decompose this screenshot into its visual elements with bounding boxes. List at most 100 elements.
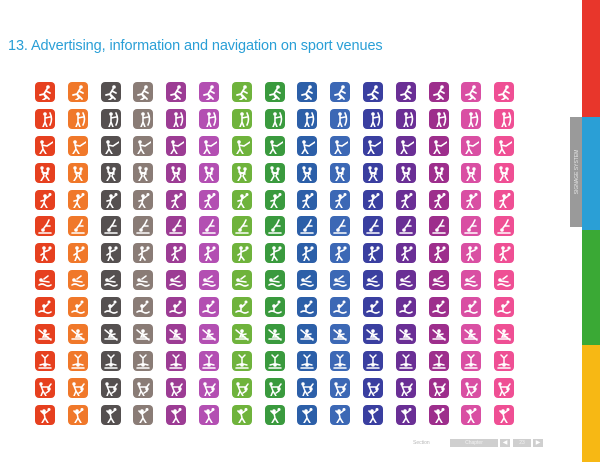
fencing-icon xyxy=(367,139,381,154)
wrestling-pictogram xyxy=(461,162,482,183)
athletics-pictogram xyxy=(395,82,416,102)
volleyball-icon xyxy=(335,407,346,423)
athletics-icon xyxy=(235,85,248,100)
athletics-pictogram xyxy=(35,82,55,102)
rowing-pictogram xyxy=(395,324,416,345)
judo-icon xyxy=(268,382,282,396)
rowing-pictogram xyxy=(494,324,515,345)
wrestling-pictogram xyxy=(231,162,252,183)
athletics-icon xyxy=(137,85,150,100)
basketball-icon xyxy=(269,246,282,262)
volleyball-icon xyxy=(466,407,477,423)
swimming-pictogram xyxy=(494,270,515,291)
fencing-pictogram xyxy=(461,135,482,156)
water-polo-pictogram xyxy=(264,297,285,318)
basketball-pictogram xyxy=(264,243,285,264)
diving-icon xyxy=(38,219,52,235)
gymnastics-icon xyxy=(497,354,511,369)
judo-pictogram xyxy=(100,377,121,398)
diving-icon xyxy=(497,219,511,235)
swimming-icon xyxy=(497,275,511,288)
rowing-pictogram xyxy=(133,324,154,345)
next-page-button[interactable]: ▶ xyxy=(533,439,543,447)
judo-pictogram xyxy=(330,377,351,398)
gymnastics-pictogram xyxy=(231,350,252,371)
gymnastics-icon xyxy=(71,354,85,369)
swimming-icon xyxy=(464,275,479,288)
diving-icon xyxy=(136,219,151,235)
archery-pictogram xyxy=(264,108,285,129)
handball-pictogram xyxy=(297,189,318,210)
fencing-pictogram xyxy=(494,135,515,156)
fencing-icon xyxy=(104,139,119,154)
rowing-pictogram xyxy=(166,324,187,345)
basketball-icon xyxy=(72,246,85,262)
fencing-pictogram xyxy=(198,135,219,156)
diving-icon xyxy=(234,219,249,235)
volleyball-icon xyxy=(138,407,149,423)
fencing-icon xyxy=(301,139,316,154)
gymnastics-pictogram xyxy=(362,350,383,371)
footer-chapter-label[interactable]: Chapter xyxy=(450,439,498,447)
judo-icon xyxy=(301,382,315,396)
handball-pictogram xyxy=(67,189,88,210)
wrestling-icon xyxy=(138,165,149,181)
archery-pictogram xyxy=(330,108,351,129)
fencing-pictogram xyxy=(67,135,88,156)
rowing-pictogram xyxy=(297,324,318,345)
gymnastics-icon xyxy=(431,354,446,369)
archery-icon xyxy=(140,112,151,127)
water-polo-icon xyxy=(38,300,52,314)
gymnastics-icon xyxy=(103,354,118,369)
swimming-icon xyxy=(333,275,347,288)
rowing-pictogram xyxy=(67,324,88,345)
swimming-pictogram xyxy=(35,270,55,291)
basketball-pictogram xyxy=(198,243,219,264)
archery-pictogram xyxy=(428,108,449,129)
gymnastics-icon xyxy=(38,354,52,369)
water-polo-pictogram xyxy=(166,297,187,318)
handball-pictogram xyxy=(264,189,285,210)
handball-pictogram xyxy=(231,189,252,210)
gymnastics-pictogram xyxy=(198,350,219,371)
gymnastics-pictogram xyxy=(428,350,449,371)
handball-icon xyxy=(138,192,150,208)
fencing-pictogram xyxy=(35,135,55,156)
water-polo-pictogram xyxy=(67,297,88,318)
judo-icon xyxy=(367,382,380,396)
side-tab[interactable]: SIGNAGE SYSTEM xyxy=(570,117,584,227)
athletics-icon xyxy=(334,85,347,100)
handball-pictogram xyxy=(395,189,416,210)
judo-pictogram xyxy=(297,377,318,398)
fencing-pictogram xyxy=(395,135,416,156)
volleyball-icon xyxy=(171,407,182,423)
prev-page-button[interactable]: ◀ xyxy=(500,439,510,447)
rowing-icon xyxy=(366,329,380,341)
athletics-pictogram xyxy=(231,82,252,102)
athletics-icon xyxy=(170,85,183,100)
athletics-pictogram xyxy=(264,82,285,102)
archery-pictogram xyxy=(494,108,515,129)
judo-pictogram xyxy=(362,377,383,398)
diving-icon xyxy=(300,219,315,235)
volleyball-pictogram xyxy=(198,404,219,425)
volleyball-icon xyxy=(204,407,215,423)
handball-icon xyxy=(368,192,380,208)
swimming-icon xyxy=(398,275,413,288)
volleyball-icon xyxy=(72,407,84,423)
swimming-pictogram xyxy=(231,270,252,291)
judo-pictogram xyxy=(35,377,55,398)
water-polo-icon xyxy=(398,300,413,314)
judo-icon xyxy=(72,382,85,396)
basketball-icon xyxy=(335,246,347,262)
diving-pictogram xyxy=(231,216,252,237)
volleyball-icon xyxy=(40,407,51,423)
handball-icon xyxy=(335,192,347,208)
judo-icon xyxy=(432,382,446,396)
triangle-left-icon: ◀ xyxy=(502,440,508,446)
archery-pictogram xyxy=(297,108,318,129)
rowing-icon xyxy=(399,329,413,341)
handball-icon xyxy=(269,192,282,208)
gymnastics-pictogram xyxy=(35,350,55,371)
water-polo-icon xyxy=(497,300,511,314)
